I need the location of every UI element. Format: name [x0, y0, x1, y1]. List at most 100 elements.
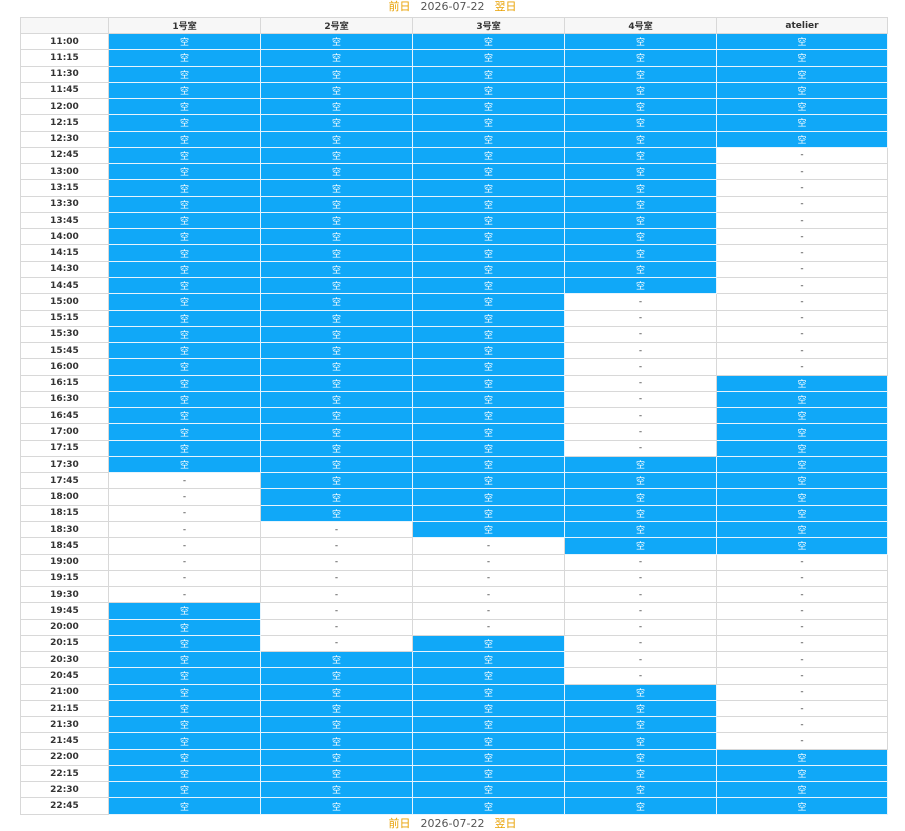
- next-day-link[interactable]: 翌日: [494, 0, 517, 13]
- free-slot[interactable]: 空: [260, 358, 413, 376]
- free-slot[interactable]: 空: [716, 81, 888, 100]
- free-slot[interactable]: 空: [260, 130, 413, 148]
- free-slot[interactable]: 空: [108, 797, 261, 815]
- free-slot[interactable]: 空: [260, 244, 413, 262]
- free-slot[interactable]: 空: [260, 195, 413, 213]
- free-slot[interactable]: 空: [260, 374, 413, 392]
- free-slot[interactable]: 空: [412, 407, 565, 425]
- free-slot[interactable]: 空: [716, 114, 888, 132]
- free-slot[interactable]: 空: [108, 244, 261, 262]
- free-slot[interactable]: 空: [564, 716, 717, 734]
- free-slot[interactable]: 空: [412, 81, 565, 100]
- free-slot[interactable]: 空: [108, 732, 261, 750]
- free-slot[interactable]: 空: [108, 114, 261, 132]
- free-slot[interactable]: 空: [716, 423, 888, 441]
- free-slot[interactable]: 空: [108, 667, 261, 685]
- free-slot[interactable]: 空: [412, 276, 565, 295]
- free-slot[interactable]: 空: [716, 797, 888, 815]
- free-slot[interactable]: 空: [412, 455, 565, 474]
- free-slot[interactable]: 空: [260, 781, 413, 799]
- free-slot[interactable]: 空: [108, 32, 261, 51]
- free-slot[interactable]: 空: [260, 276, 413, 295]
- free-slot[interactable]: 空: [564, 81, 717, 100]
- free-slot[interactable]: 空: [108, 748, 261, 766]
- free-slot[interactable]: 空: [412, 667, 565, 685]
- free-slot[interactable]: 空: [564, 683, 717, 701]
- free-slot[interactable]: 空: [108, 179, 261, 197]
- free-slot[interactable]: 空: [716, 537, 888, 555]
- free-slot[interactable]: 空: [260, 716, 413, 734]
- free-slot[interactable]: 空: [412, 488, 565, 506]
- free-slot[interactable]: 空: [716, 390, 888, 409]
- free-slot[interactable]: 空: [108, 98, 261, 116]
- free-slot[interactable]: 空: [412, 49, 565, 67]
- free-slot[interactable]: 空: [412, 309, 565, 327]
- free-slot[interactable]: 空: [260, 309, 413, 327]
- free-slot[interactable]: 空: [412, 716, 565, 734]
- free-slot[interactable]: 空: [564, 49, 717, 67]
- free-slot[interactable]: 空: [412, 732, 565, 750]
- free-slot[interactable]: 空: [108, 146, 261, 165]
- free-slot[interactable]: 空: [108, 618, 261, 636]
- free-slot[interactable]: 空: [412, 634, 565, 653]
- free-slot[interactable]: 空: [716, 98, 888, 116]
- free-slot[interactable]: 空: [412, 374, 565, 392]
- free-slot[interactable]: 空: [412, 748, 565, 766]
- free-slot[interactable]: 空: [412, 260, 565, 278]
- free-slot[interactable]: 空: [260, 699, 413, 718]
- free-slot[interactable]: 空: [564, 781, 717, 799]
- free-slot[interactable]: 空: [260, 65, 413, 83]
- free-slot[interactable]: 空: [108, 455, 261, 474]
- free-slot[interactable]: 空: [564, 146, 717, 165]
- free-slot[interactable]: 空: [564, 163, 717, 181]
- free-slot[interactable]: 空: [260, 163, 413, 181]
- free-slot[interactable]: 空: [716, 65, 888, 83]
- prev-day-link[interactable]: 前日: [388, 817, 411, 830]
- free-slot[interactable]: 空: [564, 114, 717, 132]
- free-slot[interactable]: 空: [412, 244, 565, 262]
- free-slot[interactable]: 空: [412, 211, 565, 230]
- free-slot[interactable]: 空: [564, 228, 717, 246]
- free-slot[interactable]: 空: [108, 130, 261, 148]
- free-slot[interactable]: 空: [260, 179, 413, 197]
- free-slot[interactable]: 空: [260, 797, 413, 815]
- free-slot[interactable]: 空: [716, 32, 888, 51]
- free-slot[interactable]: 空: [108, 49, 261, 67]
- free-slot[interactable]: 空: [716, 520, 888, 539]
- free-slot[interactable]: 空: [108, 634, 261, 653]
- free-slot[interactable]: 空: [412, 98, 565, 116]
- free-slot[interactable]: 空: [108, 764, 261, 783]
- free-slot[interactable]: 空: [564, 179, 717, 197]
- free-slot[interactable]: 空: [260, 455, 413, 474]
- free-slot[interactable]: 空: [108, 407, 261, 425]
- free-slot[interactable]: 空: [260, 32, 413, 51]
- free-slot[interactable]: 空: [564, 504, 717, 522]
- free-slot[interactable]: 空: [564, 195, 717, 213]
- free-slot[interactable]: 空: [412, 163, 565, 181]
- free-slot[interactable]: 空: [412, 423, 565, 441]
- prev-day-link[interactable]: 前日: [388, 0, 411, 13]
- free-slot[interactable]: 空: [108, 423, 261, 441]
- free-slot[interactable]: 空: [108, 309, 261, 327]
- free-slot[interactable]: 空: [108, 65, 261, 83]
- free-slot[interactable]: 空: [716, 407, 888, 425]
- free-slot[interactable]: 空: [260, 439, 413, 457]
- free-slot[interactable]: 空: [260, 114, 413, 132]
- free-slot[interactable]: 空: [260, 732, 413, 750]
- free-slot[interactable]: 空: [412, 114, 565, 132]
- free-slot[interactable]: 空: [564, 537, 717, 555]
- free-slot[interactable]: 空: [260, 260, 413, 278]
- free-slot[interactable]: 空: [108, 358, 261, 376]
- free-slot[interactable]: 空: [108, 374, 261, 392]
- free-slot[interactable]: 空: [260, 748, 413, 766]
- free-slot[interactable]: 空: [108, 781, 261, 799]
- free-slot[interactable]: 空: [108, 276, 261, 295]
- next-day-link[interactable]: 翌日: [494, 817, 517, 830]
- free-slot[interactable]: 空: [412, 228, 565, 246]
- free-slot[interactable]: 空: [260, 667, 413, 685]
- free-slot[interactable]: 空: [412, 651, 565, 669]
- free-slot[interactable]: 空: [260, 98, 413, 116]
- free-slot[interactable]: 空: [108, 195, 261, 213]
- free-slot[interactable]: 空: [412, 146, 565, 165]
- free-slot[interactable]: 空: [108, 260, 261, 278]
